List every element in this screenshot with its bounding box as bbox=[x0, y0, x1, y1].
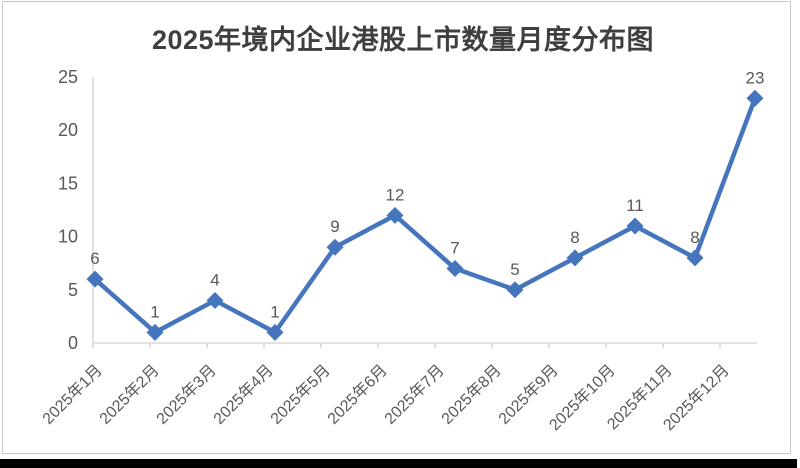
chart-title: 2025年境内企业港股上市数量月度分布图 bbox=[151, 25, 655, 55]
data-label: 7 bbox=[450, 239, 459, 258]
bottom-edge-bar bbox=[0, 459, 797, 468]
data-point-marker bbox=[386, 206, 404, 224]
data-point-marker bbox=[506, 281, 524, 299]
data-label: 6 bbox=[90, 249, 99, 268]
data-point-marker bbox=[746, 89, 764, 107]
data-point-marker bbox=[446, 260, 464, 278]
x-tick-label: 2025年1月 bbox=[39, 361, 106, 428]
x-tick-label: 2025年6月 bbox=[324, 361, 391, 428]
data-point-marker bbox=[86, 270, 104, 288]
data-point-marker bbox=[686, 249, 704, 267]
data-point-marker bbox=[566, 249, 584, 267]
data-label: 23 bbox=[746, 68, 765, 87]
data-label: 8 bbox=[690, 228, 699, 247]
x-tick-label: 2025年3月 bbox=[153, 361, 220, 428]
y-tick-label: 15 bbox=[58, 173, 78, 193]
line-series bbox=[92, 96, 758, 335]
data-label: 8 bbox=[570, 228, 579, 247]
y-tick-label: 5 bbox=[68, 280, 78, 300]
data-label: 5 bbox=[510, 260, 519, 279]
y-tick-label: 10 bbox=[58, 227, 78, 247]
data-point-marker bbox=[146, 323, 164, 341]
data-label: 9 bbox=[330, 217, 339, 236]
figure-border bbox=[2, 1, 791, 454]
y-tick-label: 20 bbox=[58, 120, 78, 140]
data-point-marker bbox=[206, 291, 224, 309]
x-tick-label: 2025年5月 bbox=[267, 361, 334, 428]
x-tick-label: 2025年8月 bbox=[438, 361, 505, 428]
x-tick-label: 2025年2月 bbox=[96, 361, 163, 428]
y-tick-label: 25 bbox=[58, 67, 78, 87]
data-point-marker bbox=[326, 238, 344, 256]
data-label: 12 bbox=[386, 185, 405, 204]
x-tick-label: 2025年4月 bbox=[210, 361, 277, 428]
data-label: 4 bbox=[210, 270, 219, 289]
data-label: 1 bbox=[270, 302, 279, 321]
data-point-marker bbox=[266, 323, 284, 341]
data-label: 1 bbox=[150, 302, 159, 321]
data-label: 11 bbox=[626, 196, 644, 215]
data-point-marker bbox=[626, 217, 644, 235]
y-tick-label: 0 bbox=[68, 333, 78, 353]
x-tick-label: 2025年7月 bbox=[381, 361, 448, 428]
